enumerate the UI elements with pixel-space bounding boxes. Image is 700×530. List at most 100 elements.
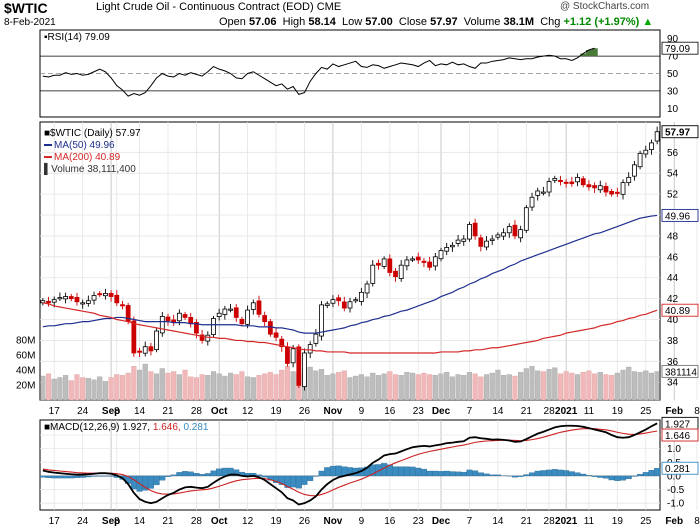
candle-body (222, 308, 228, 315)
macd-histogram-bar (420, 468, 427, 477)
candle-body (57, 297, 63, 300)
candle-body (518, 229, 524, 239)
macd-panel: -1.0-0.50.00.51.01.5■MACD(12,26,9) 1.927… (39, 416, 699, 511)
macd-badge-label: 1.927 (665, 419, 690, 430)
candle-body (358, 291, 364, 302)
candlestick (364, 280, 370, 299)
chart-header: $WTIC Light Crude Oil - Continuous Contr… (0, 0, 700, 30)
candle-body (489, 238, 495, 241)
volume-bar (438, 373, 444, 401)
candle-body (165, 316, 171, 321)
volume-bar (415, 374, 421, 401)
volume-bar (410, 372, 416, 401)
candle-body (142, 346, 148, 354)
candlestick (552, 175, 558, 183)
candlestick (546, 177, 552, 197)
candle-body (250, 302, 256, 310)
candle-body (620, 182, 626, 195)
volume-bar (245, 376, 251, 401)
candlestick (279, 335, 285, 352)
macd-histogram-bar (39, 475, 46, 478)
volume-bar (569, 372, 575, 401)
candlestick (586, 180, 592, 191)
candle-body (512, 224, 518, 237)
macd-histogram-bar (455, 471, 462, 477)
price-frame (39, 121, 661, 401)
candle-body (541, 191, 546, 194)
macd-histogram-bar (335, 465, 342, 477)
candle-body (302, 352, 307, 388)
macd-tick-label: 1.0 (667, 444, 681, 455)
volume-bar (586, 370, 592, 401)
x-axis-tick-label: 9 (359, 406, 365, 417)
exchange-label: CME (316, 1, 342, 13)
volume-bar (279, 369, 285, 401)
candlestick (472, 218, 478, 240)
candle-body (614, 191, 620, 194)
x-axis-tick-label: 7 (467, 516, 473, 527)
macd-line (42, 422, 658, 506)
macd-histogram-bar (608, 475, 615, 481)
volume-bar (119, 375, 126, 401)
candle-body (609, 190, 615, 195)
candle-body (296, 346, 302, 386)
price-tick-label: 44 (667, 273, 679, 284)
symbol-title: $WTIC (4, 0, 48, 16)
price-badge-ma200 (661, 303, 699, 317)
volume-bar (427, 374, 433, 401)
macd-histogram-bar (153, 475, 160, 486)
candlestick (296, 344, 302, 388)
volume-bar (557, 373, 563, 401)
candlestick (250, 299, 256, 315)
price-tick-label: 36 (667, 357, 679, 368)
candlestick (131, 316, 137, 357)
macd-histogram-bar (591, 475, 598, 477)
candlestick (319, 301, 324, 341)
rsi-overbought-fill (586, 50, 593, 57)
candle-body (114, 294, 120, 304)
candlestick (353, 297, 359, 304)
macd-histogram-bar (73, 475, 80, 478)
volume-bar (199, 374, 205, 401)
x-axis-tick-label: 24 (77, 406, 89, 417)
x-axis-tick-label: 21 (521, 406, 533, 417)
high-label: High (282, 16, 306, 28)
price-badge-ma50 (661, 208, 699, 222)
candlestick (114, 290, 120, 307)
candlestick (518, 225, 524, 243)
volume-bar (40, 375, 46, 401)
macd-histogram-bar (409, 466, 416, 477)
volume-bar (262, 373, 268, 401)
macd-histogram-bar (585, 475, 592, 477)
macd-histogram-bar (176, 472, 183, 477)
volume-bar (267, 372, 273, 401)
candlestick (205, 331, 211, 346)
candlestick (563, 178, 569, 188)
candlestick (512, 220, 518, 240)
volume-bar (381, 373, 387, 401)
x-axis-tick-label: 21 (521, 516, 533, 527)
macd-histogram-bar (460, 471, 467, 477)
volume-legend: ▌Volume 38,111,400 (44, 162, 136, 176)
candle-body (188, 317, 194, 325)
candlestick (273, 328, 279, 342)
volume-bar (563, 371, 569, 401)
volume-bar (353, 375, 359, 401)
x-axis-tick-label: Dec (432, 406, 451, 417)
volume-bar (455, 374, 461, 401)
volume-bar (307, 366, 313, 401)
volume-bar (540, 371, 546, 401)
rsi-line (42, 47, 595, 97)
candlestick (506, 223, 512, 238)
price-tick-label: 34 (667, 378, 679, 389)
x-axis-tick-label: 17 (49, 516, 61, 527)
candle-body (182, 314, 188, 318)
candle-body (341, 301, 347, 309)
candlestick (495, 232, 501, 240)
candlestick (68, 293, 74, 302)
x-axis-tick-label: 19 (612, 406, 624, 417)
x-axis-tick-label: Sep (102, 406, 120, 417)
macd-legend-signal: 1.646, (153, 422, 184, 433)
candle-body (438, 250, 444, 260)
price-tick-label: 46 (667, 252, 679, 263)
